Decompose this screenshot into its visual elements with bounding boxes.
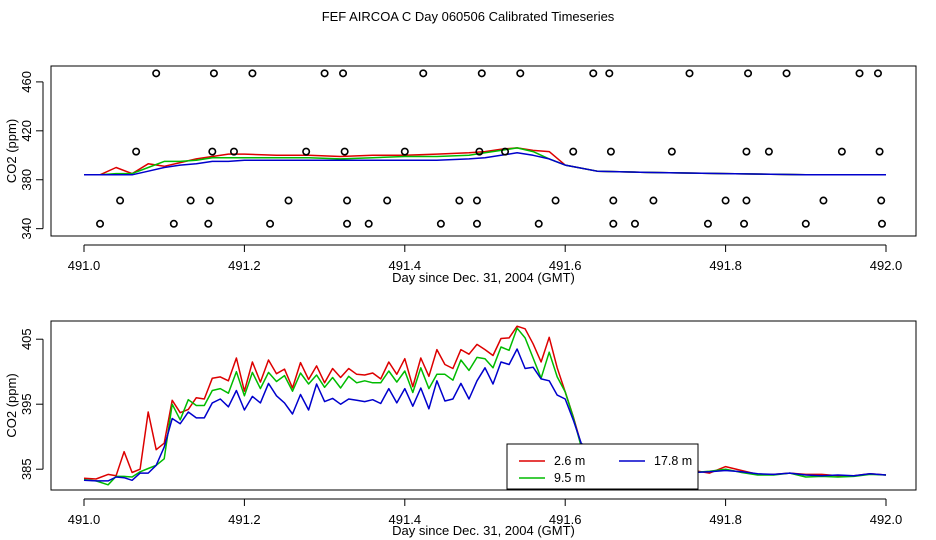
top-marker-point — [339, 69, 348, 78]
bottom-x-tick-label: 491.8 — [709, 512, 742, 527]
top-marker-point — [419, 69, 428, 78]
top-marker-point — [516, 69, 525, 78]
top-plot-frame — [50, 65, 917, 237]
top-marker-point — [320, 69, 329, 78]
top-marker-point — [855, 69, 864, 78]
top-marker-point — [455, 196, 464, 205]
top-x-tick-label: 491.4 — [389, 258, 422, 273]
top-marker-point — [703, 219, 712, 228]
top-x-axis-label: Day since Dec. 31, 2004 (GMT) — [392, 270, 575, 285]
top-x-tick-label: 491.2 — [228, 258, 261, 273]
top-marker-point — [248, 69, 257, 78]
top-marker-point — [364, 219, 373, 228]
top-marker-point — [96, 219, 105, 228]
top-marker-point — [609, 196, 618, 205]
top-x-tick-label: 491.6 — [549, 258, 582, 273]
bottom-series-line-17-8-m — [83, 348, 887, 482]
top-marker-point — [605, 69, 614, 78]
legend-label: 9.5 m — [554, 471, 585, 485]
bottom-x-tick-label: 491.0 — [68, 512, 101, 527]
top-x-tick-label: 491.8 — [709, 258, 742, 273]
top-marker-point — [436, 219, 445, 228]
top-marker-point — [589, 69, 598, 78]
top-marker-point — [630, 219, 639, 228]
top-marker-point — [740, 219, 749, 228]
top-marker-point — [284, 196, 293, 205]
top-marker-point — [204, 219, 213, 228]
top-y-tick-label: 340 — [19, 218, 34, 240]
top-marker-point — [685, 69, 694, 78]
top-marker-point — [744, 69, 753, 78]
top-marker-point — [742, 147, 751, 156]
top-marker-point — [302, 147, 311, 156]
top-marker-point — [340, 147, 349, 156]
legend-box — [506, 443, 699, 490]
top-marker-point — [742, 196, 751, 205]
bottom-panel: 491.0 491.2 491.4 491.6 491.8 492.0 385 395 405 D… — [4, 320, 917, 538]
top-marker-point — [875, 147, 884, 156]
bottom-legend: 2.6 m 9.5 m 17.8 m — [506, 443, 699, 490]
top-marker-point — [400, 147, 409, 156]
top-marker-point — [116, 196, 125, 205]
top-marker-point — [343, 196, 352, 205]
top-marker-point — [721, 196, 730, 205]
figure-title: FEF AIRCOA C Day 060506 Calibrated Times… — [321, 9, 615, 24]
top-marker-point — [132, 147, 141, 156]
top-marker-point — [606, 147, 615, 156]
top-series-line-17-8-m — [84, 152, 886, 176]
bottom-y-axis-label: CO2 (ppm) — [4, 373, 19, 437]
top-marker-point — [186, 196, 195, 205]
top-y-tick-label: 460 — [19, 71, 34, 93]
top-marker-point — [477, 69, 486, 78]
bottom-x-tick-label: 491.4 — [389, 512, 422, 527]
top-marker-point — [383, 196, 392, 205]
legend-label: 17.8 m — [654, 454, 692, 468]
bottom-x-axis-label: Day since Dec. 31, 2004 (GMT) — [392, 523, 575, 538]
top-x-tick-label: 491.0 — [68, 258, 101, 273]
bottom-y-tick-label: 385 — [19, 458, 34, 480]
top-marker-point — [764, 147, 773, 156]
bottom-x-tick-label: 492.0 — [870, 512, 903, 527]
bottom-series-line-2-6-m — [83, 325, 887, 480]
top-marker-point — [609, 219, 618, 228]
top-marker-point — [475, 147, 484, 156]
top-marker-point — [205, 196, 214, 205]
top-marker-point — [837, 147, 846, 156]
top-y-tick-label: 380 — [19, 169, 34, 191]
legend-label: 2.6 m — [554, 454, 585, 468]
bottom-y-tick-label: 405 — [19, 328, 34, 350]
bottom-x-tick-label: 491.6 — [549, 512, 582, 527]
top-marker-point — [169, 219, 178, 228]
bottom-x-tick-label: 491.2 — [228, 512, 261, 527]
bottom-y-tick-label: 395 — [19, 393, 34, 415]
top-marker-point — [649, 196, 658, 205]
top-marker-point — [819, 196, 828, 205]
top-marker-point — [209, 69, 218, 78]
top-marker-point — [667, 147, 676, 156]
top-marker-point — [801, 219, 810, 228]
top-marker-point — [472, 196, 481, 205]
top-marker-point — [472, 219, 481, 228]
top-y-tick-label: 420 — [19, 120, 34, 142]
top-marker-point — [229, 147, 238, 156]
top-x-tick-label: 492.0 — [870, 258, 903, 273]
top-marker-point — [569, 147, 578, 156]
top-marker-point — [873, 69, 882, 78]
bottom-plot-frame — [50, 320, 917, 491]
top-panel: 491.0 491.2 491.4 491.6 491.8 492.0 340 380 420 4… — [4, 65, 917, 285]
top-marker-point — [534, 219, 543, 228]
top-marker-point — [551, 196, 560, 205]
top-y-axis-label: CO2 (ppm) — [4, 119, 19, 183]
top-marker-point — [152, 69, 161, 78]
top-marker-point — [782, 69, 791, 78]
top-marker-point — [877, 219, 886, 228]
bottom-series-line-9-5-m — [83, 327, 887, 486]
top-marker-point — [343, 219, 352, 228]
top-marker-point — [877, 196, 886, 205]
top-marker-point — [501, 147, 510, 156]
top-marker-point — [208, 147, 217, 156]
top-marker-point — [266, 219, 275, 228]
